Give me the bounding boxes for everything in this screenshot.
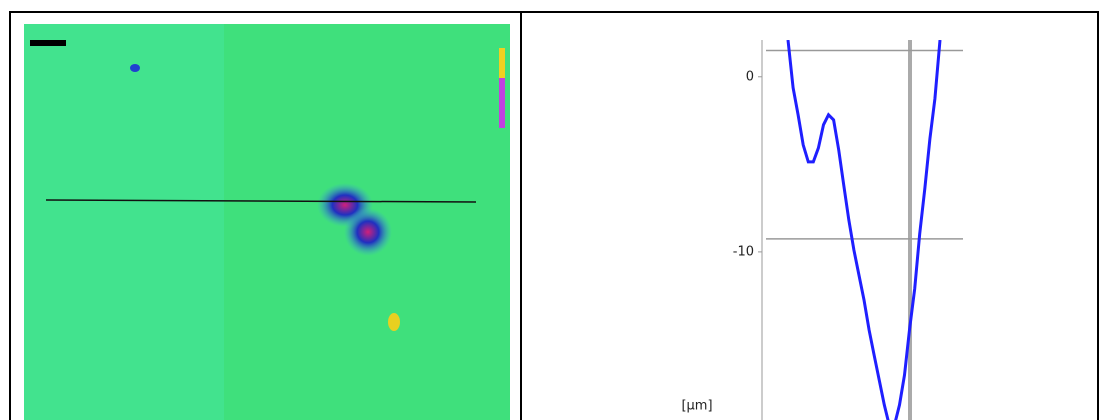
y-tick-label: -10 — [733, 244, 754, 259]
map-shade — [24, 24, 224, 420]
height-map — [24, 24, 510, 420]
page: {"chart_data": {"type": "line", "y_label… — [0, 0, 1109, 420]
y-axis-label: [µm] — [681, 399, 712, 414]
scale-bar — [30, 40, 66, 46]
plot-area — [788, 40, 940, 420]
screen: [µm] 0 -10 — [0, 0, 1109, 420]
defect — [344, 208, 392, 256]
color-bar-top — [499, 48, 505, 78]
profile-trace — [788, 40, 940, 420]
body: [µm] 0-10 (() => { const data = JSON.par… — [0, 0, 1109, 420]
particle — [388, 313, 400, 331]
spot — [130, 64, 140, 72]
y-tick-label: 0 — [746, 69, 754, 84]
